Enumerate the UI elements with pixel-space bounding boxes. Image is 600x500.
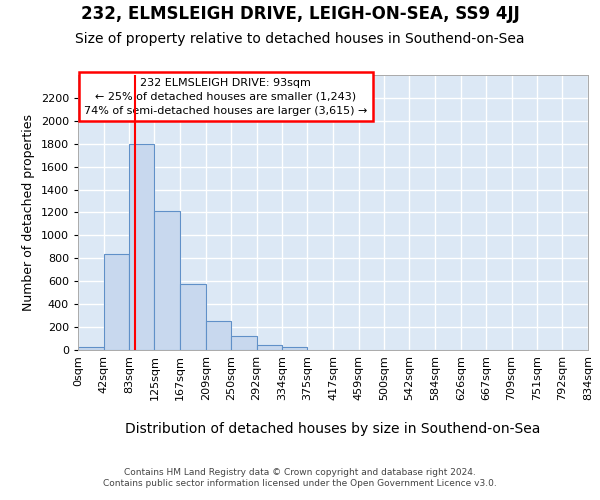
Text: Size of property relative to detached houses in Southend-on-Sea: Size of property relative to detached ho…: [75, 32, 525, 46]
Bar: [180, 284, 206, 350]
Bar: [78, 346, 104, 350]
Text: 232, ELMSLEIGH DRIVE, LEIGH-ON-SEA, SS9 4JJ: 232, ELMSLEIGH DRIVE, LEIGH-ON-SEA, SS9 …: [80, 5, 520, 23]
Text: 232 ELMSLEIGH DRIVE: 93sqm
← 25% of detached houses are smaller (1,243)
74% of s: 232 ELMSLEIGH DRIVE: 93sqm ← 25% of deta…: [84, 78, 368, 116]
Bar: [231, 336, 257, 350]
Bar: [282, 346, 307, 350]
Bar: [129, 144, 154, 350]
Bar: [206, 321, 231, 350]
Text: Contains HM Land Registry data © Crown copyright and database right 2024.
Contai: Contains HM Land Registry data © Crown c…: [103, 468, 497, 487]
Y-axis label: Number of detached properties: Number of detached properties: [22, 114, 35, 311]
Bar: [257, 345, 282, 350]
Text: Distribution of detached houses by size in Southend-on-Sea: Distribution of detached houses by size …: [125, 422, 541, 436]
Bar: [104, 254, 129, 350]
Bar: [154, 212, 180, 350]
